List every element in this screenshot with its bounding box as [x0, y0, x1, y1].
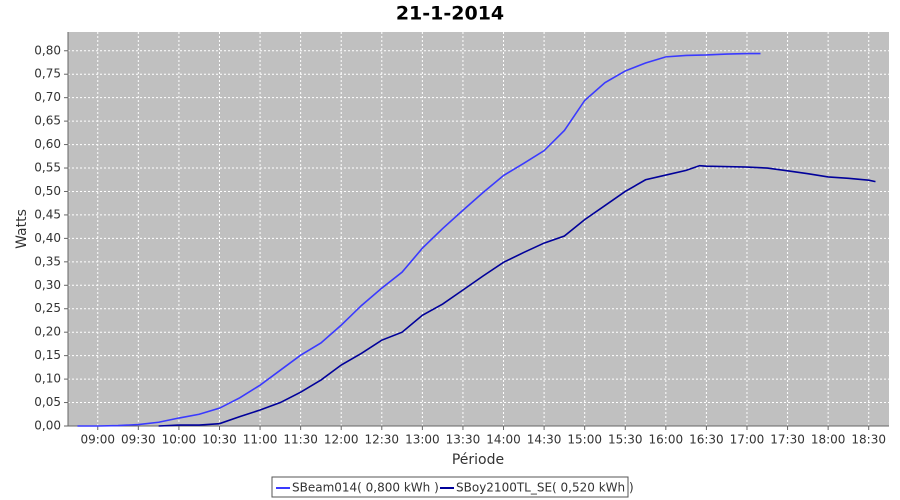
x-tick-label: 18:30	[851, 433, 886, 447]
x-axis-label: Période	[452, 452, 504, 468]
legend-label: SBeam014( 0,800 kWh )	[292, 481, 439, 495]
y-tick-label: 0,50	[34, 184, 61, 198]
y-tick-label: 0,80	[34, 43, 61, 57]
x-tick-label: 12:00	[324, 433, 359, 447]
y-tick-label: 0,45	[34, 207, 61, 221]
y-tick-label: 0,15	[34, 348, 61, 362]
y-tick-label: 0,70	[34, 90, 61, 104]
series-line	[77, 52, 761, 427]
x-tick-label: 17:00	[730, 433, 765, 447]
legend-label: SBoy2100TL_SE( 0,520 kWh )	[456, 481, 634, 495]
x-tick-label: 11:00	[243, 433, 278, 447]
x-tick-label: 12:30	[364, 433, 399, 447]
y-tick-label: 0,00	[34, 419, 61, 433]
y-axis-label: Watts	[14, 209, 30, 249]
x-tick-label: 09:00	[80, 433, 115, 447]
chart-title: 21-1-2014	[396, 3, 504, 25]
y-tick-label: 0,35	[34, 254, 61, 268]
y-tick-label: 0,30	[34, 278, 61, 292]
x-tick-label: 09:30	[121, 433, 156, 447]
y-tick-label: 0,60	[34, 137, 61, 151]
y-tick-label: 0,25	[34, 301, 61, 315]
legend-items: SBeam014( 0,800 kWh ) SBoy2100TL_SE( 0,52…	[276, 481, 634, 495]
y-tick-label: 0,55	[34, 161, 61, 175]
x-tick-label: 11:30	[283, 433, 318, 447]
x-tick-label: 15:30	[608, 433, 643, 447]
x-tick-label: 18:00	[811, 433, 846, 447]
plot-area	[68, 32, 889, 426]
y-tick-label: 0,05	[34, 395, 61, 409]
y-tick-label: 0,75	[34, 67, 61, 81]
x-tick-label: 10:00	[162, 433, 197, 447]
x-tick-label: 16:00	[649, 433, 684, 447]
y-tick-label: 0,10	[34, 372, 61, 386]
x-tick-label: 14:00	[486, 433, 521, 447]
series-line	[158, 164, 876, 427]
y-tick-label: 0,20	[34, 325, 61, 339]
x-tick-label: 10:30	[202, 433, 237, 447]
x-tick-label: 13:00	[405, 433, 440, 447]
x-tick-label: 16:30	[689, 433, 724, 447]
x-tick-label: 14:30	[527, 433, 562, 447]
x-tick-label: 17:30	[770, 433, 805, 447]
y-tick-label: 0,65	[34, 114, 61, 128]
y-tick-label: 0,40	[34, 231, 61, 245]
x-tick-label: 13:30	[446, 433, 481, 447]
x-tick-label: 15:00	[567, 433, 602, 447]
